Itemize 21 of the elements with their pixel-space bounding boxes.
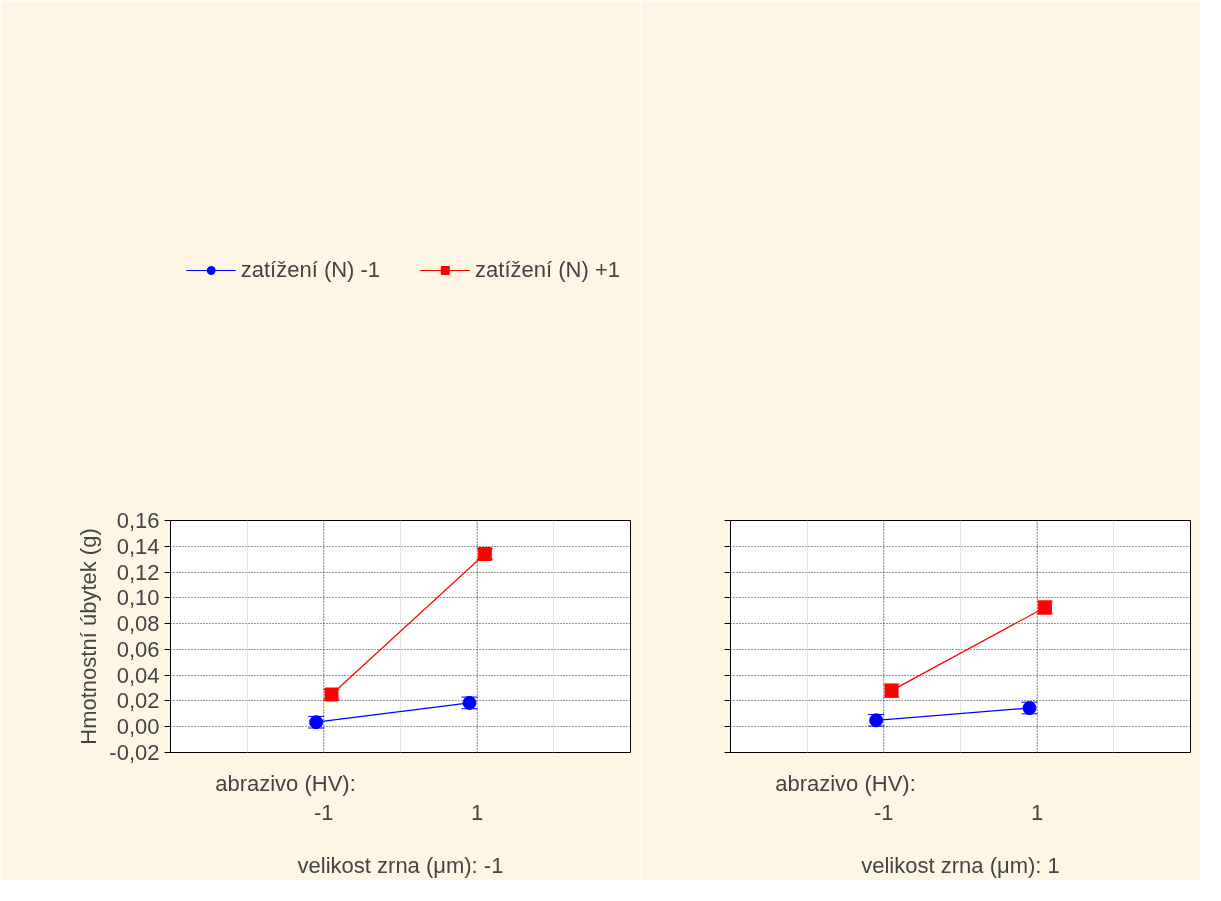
y-axis-title: Hmotnostní úbytek (g) <box>76 528 102 745</box>
x-tick-label: 1 <box>471 799 484 825</box>
x-tick-label: 1 <box>1031 799 1044 825</box>
text: abrazivo (HV): <box>775 770 916 796</box>
y-tick-label: 0,14 <box>116 533 160 559</box>
y-tick-label: 0,08 <box>116 611 160 637</box>
y-tick-label: 0,00 <box>116 714 160 740</box>
y-tick-label: 0,06 <box>116 636 160 662</box>
x-axis-title: velikost zrna (μm): -1 <box>297 852 504 878</box>
legend-label: zatížení (N) -1 <box>240 257 381 283</box>
x-tick-label: -1 <box>314 799 334 825</box>
y-tick-label: 0,04 <box>116 662 160 688</box>
y-tick-label: -0,02 <box>109 740 160 765</box>
y-tick-label: 0,02 <box>116 688 160 714</box>
y-tick-label: 0,10 <box>116 585 160 611</box>
x-axis-title: velikost zrna (μm): 1 <box>861 852 1060 878</box>
x-tick-label: -1 <box>874 799 894 825</box>
legend-label: zatížení (N) +1 <box>475 257 620 283</box>
y-tick-label: 0,12 <box>116 559 160 585</box>
y-tick-label: 0,16 <box>116 508 160 533</box>
text: abrazivo (HV): <box>215 770 356 796</box>
